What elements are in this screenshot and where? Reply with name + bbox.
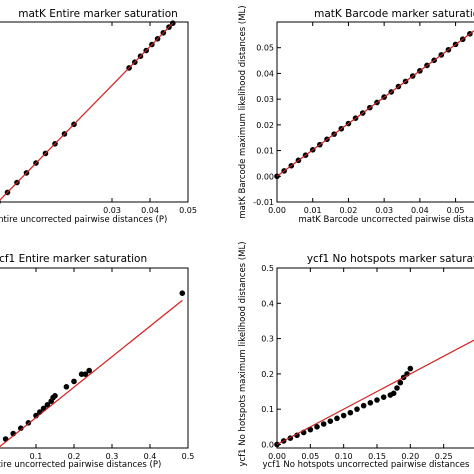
data-point — [374, 397, 380, 403]
chart-title: ycf1 Entire marker saturation — [0, 253, 147, 265]
y-axis-label: ycf1 No hotspots maximum likelihood dist… — [238, 241, 248, 466]
x-tick-label: 0.00 — [268, 452, 286, 461]
x-tick-label: 0.10 — [335, 452, 353, 461]
chart-panel-ycf1-entire: ycf1 Entire marker saturation 0.1 0.2 0.3 0… — [0, 253, 194, 470]
data-point — [71, 378, 77, 385]
y-tick-label: 0.3 — [261, 335, 274, 344]
x-axis-label: Entire uncorrected pairwise distances (P… — [0, 215, 167, 225]
data-point — [380, 394, 387, 400]
data-point — [63, 384, 70, 390]
data-point — [0, 200, 1, 204]
y-tick-label: 0.05 — [256, 44, 274, 53]
data-point — [390, 390, 397, 397]
data-point — [307, 426, 314, 433]
x-tick-label: 0.02 — [340, 206, 358, 215]
y-tick-label: 0.2 — [261, 370, 274, 379]
data-point — [2, 436, 9, 442]
plot-frame — [276, 267, 474, 449]
y-tick-label: 0.01 — [256, 147, 274, 156]
chart-title: matK Entire marker saturation — [18, 8, 178, 20]
y-tick-label: 0.5 — [261, 264, 274, 273]
y-tick-label: 0.04 — [256, 69, 274, 78]
y-tick-label: 0.4 — [261, 299, 274, 308]
x-tick-label: 0.03 — [103, 206, 121, 215]
x-tick-label: 0.05 — [447, 206, 465, 215]
data-point — [179, 290, 186, 297]
chart-title: ycf1 No hotspots marker saturation — [307, 253, 474, 265]
x-tick-label: 0.1 — [30, 452, 43, 461]
data-point — [327, 418, 334, 424]
data-point — [52, 393, 58, 399]
plot-frame — [276, 21, 474, 203]
fit-line-overlay — [0, 22, 174, 201]
x-tick-label: 0.04 — [411, 206, 429, 215]
plot-frame — [0, 267, 189, 449]
chart-panel-matk-barcode: matK Barcode marker saturation 0.00 0.01 0… — [238, 5, 474, 225]
x-tick-label: 0.03 — [375, 206, 393, 215]
y-tick-label: 0.1 — [261, 405, 274, 414]
data-point — [394, 385, 400, 391]
x-tick-label: 0.00 — [268, 206, 286, 215]
data-point — [360, 402, 367, 409]
fit-line-overlay — [276, 339, 474, 445]
x-tick-label: 0.05 — [179, 206, 197, 215]
y-tick-label: 0.00 — [256, 172, 274, 181]
x-axis-label: matK Barcode uncorrected pairwise distan… — [298, 215, 474, 225]
chart-panel-ycf1-nohotspots: ycf1 No hotspots marker saturation 0.00 0… — [238, 241, 474, 470]
x-axis-label: Entire uncorrected pairwise distances (P… — [0, 460, 161, 470]
x-tick-label: 0.2 — [68, 452, 81, 461]
y-tick-label: 0.03 — [256, 95, 274, 104]
x-tick-label: 0.25 — [435, 452, 453, 461]
y-tick-label: 0.0 — [261, 440, 274, 449]
data-point — [86, 367, 92, 374]
data-point — [44, 402, 51, 408]
x-tick-label: 0.05 — [301, 452, 319, 461]
data-point — [294, 432, 300, 439]
plot-frame — [0, 21, 189, 203]
fit-line-overlay — [0, 300, 183, 447]
data-point — [314, 424, 320, 430]
chart-title: matK Barcode marker saturation — [314, 8, 474, 20]
data-point — [82, 371, 89, 378]
x-tick-label: 0.15 — [368, 452, 386, 461]
data-point — [334, 415, 340, 422]
y-tick-label: -0.01 — [253, 198, 274, 207]
data-point — [397, 379, 404, 386]
data-point — [320, 421, 327, 427]
x-tick-label: 0.3 — [106, 452, 119, 461]
fit-line-overlay — [276, 30, 474, 177]
y-axis-label: matK Barcode maximum likelihood distance… — [238, 5, 248, 218]
x-axis-label: ycf1 No hotspots uncorrected pairwise di… — [263, 460, 470, 470]
x-tick-label: 0.4 — [144, 452, 157, 461]
data-point — [407, 365, 414, 372]
x-tick-label: 0.5 — [182, 452, 195, 461]
x-tick-label: 0.01 — [304, 206, 322, 215]
data-point — [354, 406, 360, 412]
x-tick-label: 0.04 — [141, 206, 159, 215]
x-tick-label: 0.20 — [401, 452, 419, 461]
chart-panel-matk-entire: matK Entire marker saturation 0.03 0.04 0.… — [0, 8, 197, 225]
data-point — [340, 412, 347, 419]
y-tick-label: 0.02 — [256, 121, 274, 130]
data-point — [18, 425, 24, 432]
data-point — [367, 400, 374, 406]
data-point — [347, 409, 354, 416]
